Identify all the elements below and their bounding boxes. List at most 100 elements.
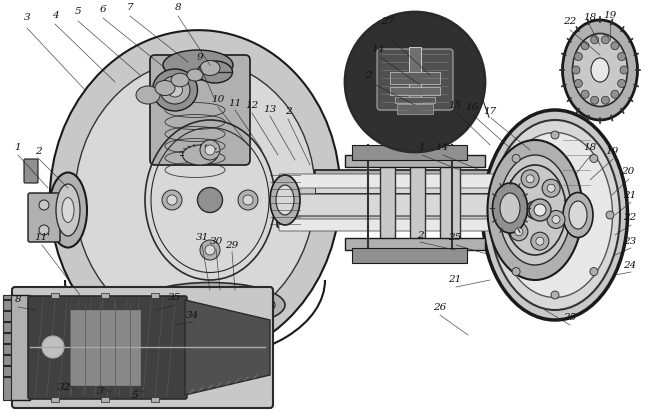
Ellipse shape — [205, 145, 215, 155]
Ellipse shape — [515, 228, 523, 236]
Text: 8: 8 — [15, 296, 21, 304]
Ellipse shape — [542, 179, 560, 197]
Bar — [101, 293, 109, 298]
Ellipse shape — [62, 197, 74, 223]
Ellipse shape — [135, 283, 285, 328]
Ellipse shape — [197, 61, 232, 83]
Text: 32: 32 — [58, 383, 72, 393]
Ellipse shape — [551, 131, 559, 139]
Text: 15: 15 — [448, 100, 461, 110]
Text: 29: 29 — [225, 241, 239, 249]
Text: 18: 18 — [583, 144, 597, 152]
Ellipse shape — [510, 223, 528, 241]
Ellipse shape — [168, 83, 183, 97]
Ellipse shape — [572, 34, 628, 107]
Ellipse shape — [155, 81, 175, 95]
Text: 31: 31 — [195, 234, 209, 242]
Ellipse shape — [563, 192, 593, 237]
Text: 7: 7 — [127, 3, 133, 13]
Ellipse shape — [572, 66, 580, 74]
Bar — [151, 293, 159, 298]
Bar — [315, 170, 525, 228]
Polygon shape — [185, 300, 270, 395]
Text: 5: 5 — [132, 391, 139, 399]
Ellipse shape — [136, 86, 160, 104]
Ellipse shape — [183, 145, 218, 165]
Ellipse shape — [601, 96, 609, 104]
Ellipse shape — [49, 173, 87, 247]
Ellipse shape — [205, 245, 215, 255]
Ellipse shape — [581, 90, 589, 98]
Ellipse shape — [42, 336, 64, 358]
Ellipse shape — [163, 50, 233, 80]
Text: 2: 2 — [284, 108, 291, 116]
Text: 17: 17 — [483, 107, 496, 116]
Text: 21: 21 — [448, 276, 461, 284]
Bar — [101, 397, 109, 402]
Text: 3: 3 — [24, 13, 30, 23]
Bar — [70, 310, 140, 385]
Ellipse shape — [562, 20, 638, 120]
Ellipse shape — [238, 190, 258, 210]
Text: 2: 2 — [365, 71, 372, 79]
Ellipse shape — [276, 185, 294, 215]
Ellipse shape — [611, 90, 619, 98]
Bar — [51, 293, 59, 298]
Text: 19: 19 — [605, 147, 618, 157]
Bar — [352, 145, 467, 160]
Text: 8: 8 — [175, 3, 182, 13]
Text: 35: 35 — [168, 294, 182, 302]
Text: 2: 2 — [35, 147, 42, 157]
Ellipse shape — [618, 52, 626, 60]
FancyBboxPatch shape — [277, 182, 543, 228]
Text: 16: 16 — [465, 103, 478, 113]
Ellipse shape — [606, 211, 614, 219]
Ellipse shape — [39, 200, 49, 210]
FancyBboxPatch shape — [28, 296, 187, 399]
Text: 26: 26 — [434, 304, 447, 312]
Ellipse shape — [243, 195, 253, 205]
Ellipse shape — [547, 184, 555, 192]
FancyBboxPatch shape — [377, 49, 453, 110]
Ellipse shape — [499, 155, 571, 265]
Text: 6: 6 — [100, 5, 106, 15]
Ellipse shape — [551, 291, 559, 299]
FancyBboxPatch shape — [279, 174, 541, 188]
Ellipse shape — [601, 36, 609, 44]
FancyBboxPatch shape — [28, 193, 60, 242]
Ellipse shape — [574, 79, 582, 87]
Bar — [315, 178, 525, 193]
Text: 11': 11' — [34, 234, 50, 242]
Ellipse shape — [526, 201, 544, 219]
Text: 20: 20 — [621, 168, 635, 176]
Ellipse shape — [496, 211, 504, 219]
Text: 10: 10 — [211, 95, 224, 105]
Ellipse shape — [591, 58, 609, 82]
Ellipse shape — [521, 170, 539, 188]
Ellipse shape — [569, 201, 587, 229]
Text: 24: 24 — [624, 260, 637, 270]
Ellipse shape — [270, 175, 300, 225]
Text: 1: 1 — [418, 144, 425, 152]
Ellipse shape — [590, 268, 598, 276]
Ellipse shape — [197, 187, 222, 213]
Bar — [151, 397, 159, 402]
Ellipse shape — [574, 52, 582, 60]
Text: 5: 5 — [75, 8, 81, 16]
FancyBboxPatch shape — [279, 219, 541, 231]
Ellipse shape — [512, 155, 520, 163]
Ellipse shape — [200, 140, 220, 160]
Text: 12: 12 — [246, 102, 259, 110]
Text: 30: 30 — [209, 237, 222, 247]
Text: 34: 34 — [186, 310, 199, 320]
Ellipse shape — [167, 195, 177, 205]
Bar — [409, 47, 421, 107]
Text: 1: 1 — [15, 144, 21, 152]
Ellipse shape — [531, 232, 549, 250]
Text: 9: 9 — [197, 53, 203, 63]
Ellipse shape — [171, 73, 189, 87]
Text: 22: 22 — [564, 18, 577, 26]
Ellipse shape — [534, 204, 546, 216]
Text: 14: 14 — [372, 45, 385, 55]
FancyBboxPatch shape — [12, 287, 273, 408]
